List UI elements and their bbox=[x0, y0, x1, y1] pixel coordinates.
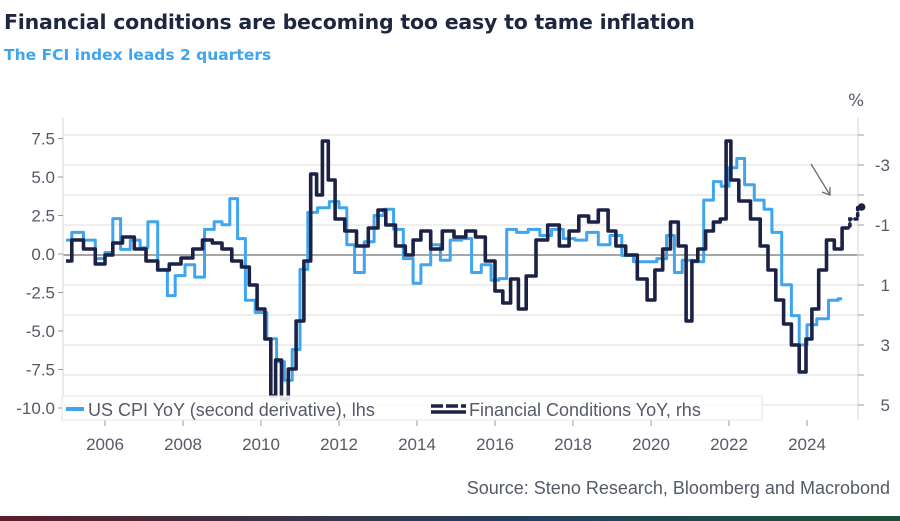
x-axis-ticks: 2006 2008 2010 2012 2014 2016 2018 2020 2022 2024 bbox=[86, 420, 826, 454]
legend-box bbox=[61, 395, 763, 421]
right-axis-unit: % bbox=[848, 91, 865, 111]
x-tick-label: 2010 bbox=[242, 435, 280, 454]
x-tick-label: 2022 bbox=[710, 435, 748, 454]
series-line-fci-projection bbox=[844, 205, 864, 230]
left-tick-label: 5.0 bbox=[31, 168, 55, 187]
right-tick-label: -3 bbox=[875, 156, 890, 175]
arrow-head-icon bbox=[821, 187, 831, 196]
left-tick-label: -10.0 bbox=[16, 399, 55, 418]
x-tick-label: 2014 bbox=[398, 435, 436, 454]
legend-label-cpi: US CPI YoY (second derivative), lhs bbox=[88, 400, 375, 420]
arrow-shaft bbox=[810, 163, 831, 196]
x-tick-label: 2006 bbox=[86, 435, 124, 454]
series-line-fci bbox=[66, 139, 846, 401]
x-tick-label: 2024 bbox=[788, 435, 826, 454]
gridlines bbox=[63, 134, 858, 406]
right-tick-label: 3 bbox=[881, 336, 890, 355]
right-axis-ticks: -3 -1 1 3 5 bbox=[858, 134, 890, 415]
x-tick-label: 2020 bbox=[632, 435, 670, 454]
left-tick-label: 2.5 bbox=[31, 207, 55, 226]
left-tick-label: -5.0 bbox=[26, 322, 55, 341]
chart-subtitle: The FCI index leads 2 quarters bbox=[4, 46, 272, 64]
left-axis-ticks: 7.5 5.0 2.5 0.0 -2.5 -5.0 -7.5 -10.0 bbox=[16, 130, 63, 418]
left-tick-label: 7.5 bbox=[31, 130, 55, 149]
legend: US CPI YoY (second derivative), lhs Fina… bbox=[61, 395, 763, 421]
x-tick-label: 2016 bbox=[476, 435, 514, 454]
bottom-accent-bar bbox=[0, 516, 900, 521]
x-tick-label: 2018 bbox=[554, 435, 592, 454]
left-tick-label: -7.5 bbox=[26, 361, 55, 380]
series-layer bbox=[66, 139, 866, 401]
x-tick-label: 2008 bbox=[164, 435, 202, 454]
left-tick-label: 0.0 bbox=[31, 245, 55, 264]
right-tick-label: -1 bbox=[875, 216, 890, 235]
series-point-fci-latest bbox=[857, 203, 866, 211]
legend-label-fci: Financial Conditions YoY, rhs bbox=[469, 400, 701, 420]
right-tick-label: 1 bbox=[881, 276, 890, 295]
annotation-arrow bbox=[810, 163, 831, 196]
right-tick-label: 5 bbox=[881, 396, 890, 415]
x-tick-label: 2012 bbox=[320, 435, 358, 454]
chart-title: Financial conditions are becoming too ea… bbox=[4, 10, 695, 34]
left-tick-label: -2.5 bbox=[26, 284, 55, 303]
source-note: Source: Steno Research, Bloomberg and Ma… bbox=[466, 478, 890, 498]
series-line-cpi bbox=[66, 157, 843, 382]
